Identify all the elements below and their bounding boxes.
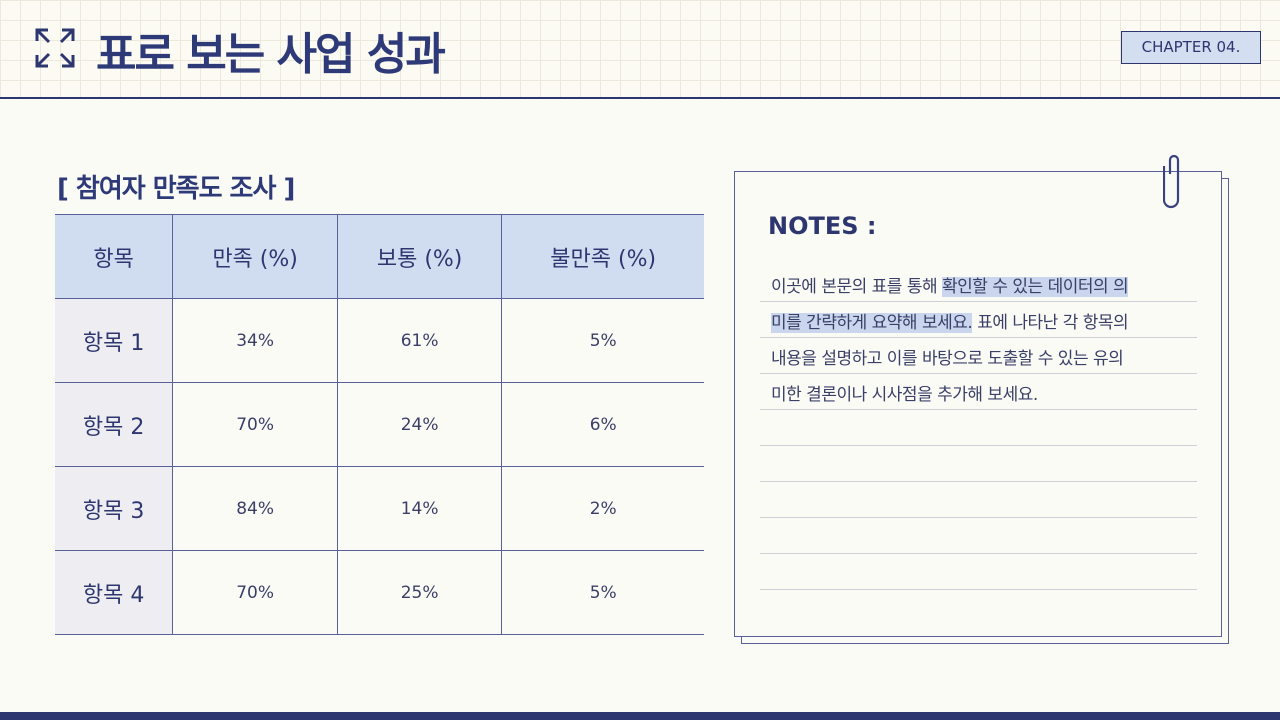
note-rule <box>760 301 1197 302</box>
table-cell: 61% <box>336 298 503 383</box>
note-rule <box>760 517 1197 518</box>
chapter-badge: CHAPTER 04. <box>1121 31 1261 64</box>
table-cell: 70% <box>172 382 338 467</box>
table-cell: 84% <box>172 466 338 551</box>
row-header: 항목 2 <box>55 382 174 467</box>
selected-text: 확인할 수 있는 데이터의 의 <box>942 277 1129 297</box>
row-header: 항목 3 <box>55 466 174 551</box>
notes-text-line[interactable]: 이곳에 본문의 표를 통해 확인할 수 있는 데이터의 의 <box>771 272 1129 297</box>
notes-text: 이곳에 본문의 표를 통해 <box>771 277 943 297</box>
table-cell: 24% <box>336 382 503 467</box>
table-cell: 14% <box>336 466 503 551</box>
notes-title: NOTES : <box>768 212 877 240</box>
notes-paper <box>734 171 1222 637</box>
note-rule <box>760 337 1197 338</box>
slide-header: 표로 보는 사업 성과 CHAPTER 04. <box>0 0 1280 99</box>
paperclip-icon <box>1163 154 1180 209</box>
table-row: 항목 3 84% 14% 2% <box>55 466 704 551</box>
table-cell: 25% <box>336 550 503 635</box>
column-header: 보통 (%) <box>336 214 503 299</box>
notes-text: 표에 나타난 각 항목의 <box>972 313 1129 333</box>
section-title: [ 참여자 만족도 조사 ] <box>57 174 295 204</box>
table-header-row: 항목 만족 (%) 보통 (%) 불만족 (%) <box>55 214 704 299</box>
table-row: 항목 4 70% 25% 5% <box>55 550 704 635</box>
row-header: 항목 4 <box>55 550 174 635</box>
table-cell: 70% <box>172 550 338 635</box>
table-row: 항목 1 34% 61% 5% <box>55 298 704 383</box>
notes-text-line[interactable]: 내용을 설명하고 이를 바탕으로 도출할 수 있는 유의 <box>771 344 1124 369</box>
footer-bar <box>0 712 1280 720</box>
table-row: 항목 2 70% 24% 6% <box>55 382 704 467</box>
notes-text: 내용을 설명하고 이를 바탕으로 도출할 수 있는 유의 <box>771 349 1124 369</box>
table-cell: 5% <box>501 550 704 635</box>
note-rule <box>760 409 1197 410</box>
note-rule <box>760 553 1197 554</box>
note-rule <box>760 481 1197 482</box>
table-cell: 5% <box>501 298 704 383</box>
column-header: 불만족 (%) <box>501 214 704 299</box>
table-cell: 2% <box>501 466 704 551</box>
notes-text-line[interactable]: 미한 결론이나 시사점을 추가해 보세요. <box>771 380 1038 405</box>
satisfaction-table: 항목 만족 (%) 보통 (%) 불만족 (%) 항목 1 34% 61% 5%… <box>55 214 704 635</box>
note-rule <box>760 445 1197 446</box>
page-title: 표로 보는 사업 성과 <box>96 29 446 80</box>
table-cell: 6% <box>501 382 704 467</box>
expand-arrows-icon <box>35 28 75 68</box>
row-header: 항목 1 <box>55 298 174 383</box>
note-rule <box>760 589 1197 590</box>
note-rule <box>760 373 1197 374</box>
notes-text-line[interactable]: 미를 간략하게 요약해 보세요. 표에 나타난 각 항목의 <box>771 308 1129 333</box>
column-header: 항목 <box>55 214 174 299</box>
table-cell: 34% <box>172 298 338 383</box>
column-header: 만족 (%) <box>172 214 338 299</box>
selected-text: 미를 간략하게 요약해 보세요. <box>771 313 973 333</box>
notes-text: 미한 결론이나 시사점을 추가해 보세요. <box>771 385 1038 405</box>
